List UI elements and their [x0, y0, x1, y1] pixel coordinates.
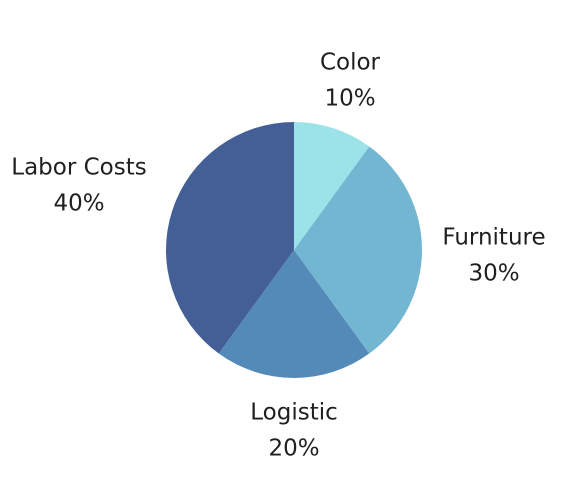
slice-label-color: Color [320, 50, 381, 76]
pie-slices [166, 122, 423, 378]
slice-label-logistic: Logistic [250, 400, 338, 426]
slice-value-logistic: 20% [268, 436, 319, 462]
slice-value-color: 10% [324, 86, 375, 112]
pie-slice-color [294, 122, 370, 250]
pie-slice-labor-costs [166, 122, 294, 354]
slice-value-furniture: 30% [468, 261, 519, 287]
slice-labels: Color 10% Furniture 30% Logistic 20% Labor Cos… [11, 50, 545, 462]
slice-label-furniture: Furniture [442, 225, 545, 251]
slice-label-labor-costs: Labor Costs [11, 155, 146, 181]
pie-slice-furniture [294, 146, 423, 354]
slice-value-labor-costs: 40% [53, 191, 104, 217]
pie-slice-logistic [218, 250, 370, 378]
